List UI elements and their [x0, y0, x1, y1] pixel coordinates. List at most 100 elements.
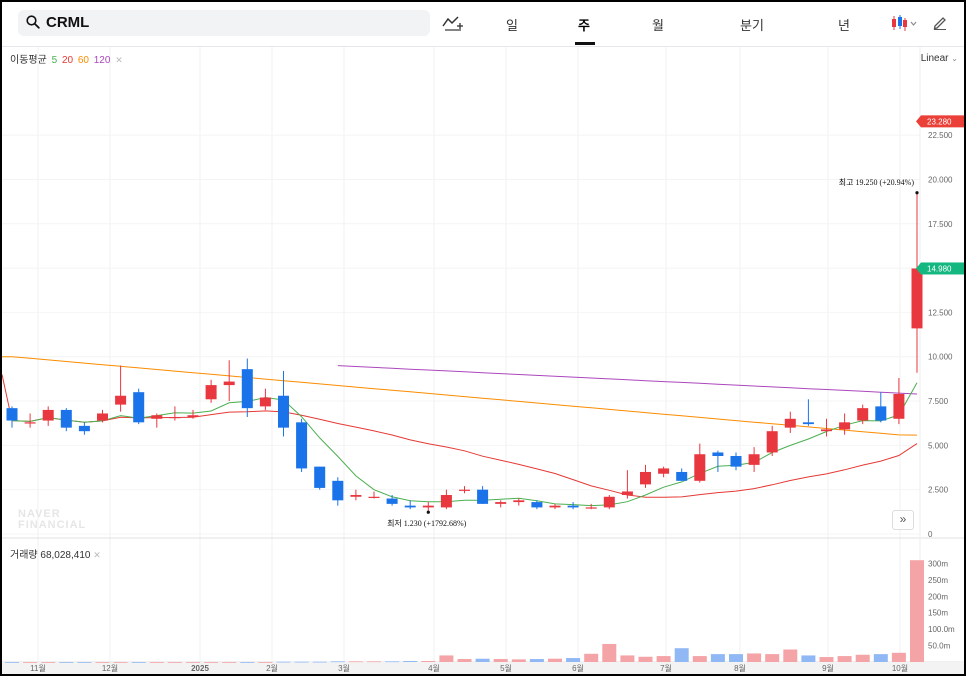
candle-body[interactable]	[875, 406, 887, 421]
candle-body[interactable]	[151, 415, 163, 419]
volume-bar	[186, 662, 200, 663]
volume-bar	[457, 659, 472, 662]
candle-body[interactable]	[169, 417, 181, 419]
candle-body[interactable]	[350, 495, 362, 497]
volume-bar	[910, 560, 924, 662]
candle-body[interactable]	[821, 429, 832, 432]
volume-bar	[240, 662, 255, 663]
volume-label: 거래량	[10, 550, 38, 561]
volume-bar	[855, 654, 870, 662]
candle-body[interactable]	[712, 452, 724, 457]
candle-body[interactable]	[748, 454, 760, 465]
candle-body[interactable]	[495, 502, 507, 504]
candle-body[interactable]	[60, 409, 72, 428]
volume-bar	[548, 658, 562, 662]
pencil-icon[interactable]	[932, 14, 948, 35]
candle-body[interactable]	[97, 413, 108, 421]
candle-body[interactable]	[766, 431, 778, 453]
volume-bar	[312, 661, 327, 663]
tab-month[interactable]: 월	[652, 18, 664, 33]
candle-body[interactable]	[133, 392, 145, 423]
low-marker	[426, 510, 430, 514]
xaxis-tick-label: 7월	[660, 663, 672, 673]
candle-body[interactable]	[549, 505, 561, 508]
candle-body[interactable]	[440, 495, 452, 508]
candle-body[interactable]	[694, 454, 706, 481]
candle-body[interactable]	[513, 500, 525, 503]
candle-body[interactable]	[24, 422, 36, 424]
candle-body[interactable]	[802, 422, 814, 425]
volume-bar	[710, 654, 725, 662]
candle-body[interactable]	[603, 496, 615, 508]
xaxis-tick-label: 4월	[428, 663, 440, 673]
yaxis-tick-label: 5.000	[928, 441, 949, 450]
scale-value: Linear	[920, 53, 949, 64]
candle-body[interactable]	[187, 415, 199, 418]
volume-bar	[873, 654, 888, 662]
candle-body[interactable]	[115, 395, 127, 405]
ma-legend-label: 이동평균	[10, 55, 47, 66]
candle-body[interactable]	[368, 496, 380, 498]
volume-bar	[566, 658, 581, 662]
candlestick-icon[interactable]	[890, 14, 918, 37]
chart-area[interactable]: 02.5005.0007.50010.00012.50015.00017.500…	[2, 47, 964, 674]
candle-body[interactable]	[404, 505, 416, 508]
candle-body[interactable]	[386, 498, 398, 504]
candle-body[interactable]	[658, 468, 670, 474]
close-icon[interactable]: ✕	[115, 55, 123, 65]
tab-quarter[interactable]: 분기	[740, 18, 764, 33]
candle-body[interactable]	[278, 395, 289, 428]
volume-bar	[819, 657, 834, 662]
search-box[interactable]: CRML	[18, 10, 430, 36]
compare-chart-icon[interactable]	[442, 14, 464, 37]
candle-body[interactable]	[857, 408, 869, 421]
tab-day[interactable]: 일	[506, 18, 518, 33]
candle-body[interactable]	[459, 489, 470, 491]
search-symbol-value[interactable]: CRML	[46, 14, 90, 31]
yaxis-tick-label: 20.000	[928, 175, 953, 184]
candle-body[interactable]	[585, 507, 597, 509]
tab-week[interactable]: 주	[578, 18, 590, 33]
moving-average-legend[interactable]: 이동평균 5 20 60 120 ✕	[10, 51, 125, 66]
candle-body[interactable]	[477, 489, 489, 504]
volume-bar	[475, 658, 490, 662]
candle-body[interactable]	[78, 425, 90, 432]
candle-body[interactable]	[531, 502, 543, 508]
candle-body[interactable]	[839, 422, 851, 430]
scale-select[interactable]: Linear ⌄	[921, 53, 958, 64]
candle-body[interactable]	[911, 268, 923, 329]
candle-body[interactable]	[259, 397, 271, 407]
candle-body[interactable]	[42, 409, 54, 421]
candle-body[interactable]	[784, 418, 796, 428]
candle-body[interactable]	[6, 408, 18, 421]
candle-body[interactable]	[296, 422, 308, 469]
candle-body[interactable]	[640, 471, 651, 485]
candle-body[interactable]	[621, 491, 633, 496]
ma-5-label: 5	[51, 55, 58, 66]
candle-body[interactable]	[332, 480, 344, 501]
candle-body[interactable]	[676, 471, 688, 481]
candle-body[interactable]	[730, 456, 742, 467]
current-price-tag-bg	[921, 115, 964, 128]
candle-body[interactable]	[422, 505, 434, 508]
volume-bar	[113, 662, 128, 663]
volume-bar	[385, 661, 400, 663]
expand-button[interactable]: »	[892, 510, 914, 530]
close-icon[interactable]: ✕	[93, 550, 101, 560]
price-chart[interactable]: 02.5005.0007.50010.00012.50015.00017.500…	[2, 47, 964, 674]
volume-tick-label: 300m	[928, 559, 948, 568]
double-chevron-right-icon: »	[899, 512, 907, 526]
volume-bar	[149, 662, 164, 663]
candle-body[interactable]	[205, 385, 217, 400]
candle-body[interactable]	[314, 466, 326, 488]
high-marker	[915, 191, 919, 195]
candle-body[interactable]	[567, 505, 579, 508]
candle-body[interactable]	[893, 393, 905, 419]
volume-bar	[602, 643, 617, 662]
candle-body[interactable]	[241, 369, 253, 409]
volume-bar	[59, 662, 74, 663]
volume-tick-label: 250m	[928, 576, 948, 585]
search-icon	[26, 15, 40, 34]
candle-body[interactable]	[223, 381, 235, 386]
tab-year[interactable]: 년	[838, 18, 850, 33]
